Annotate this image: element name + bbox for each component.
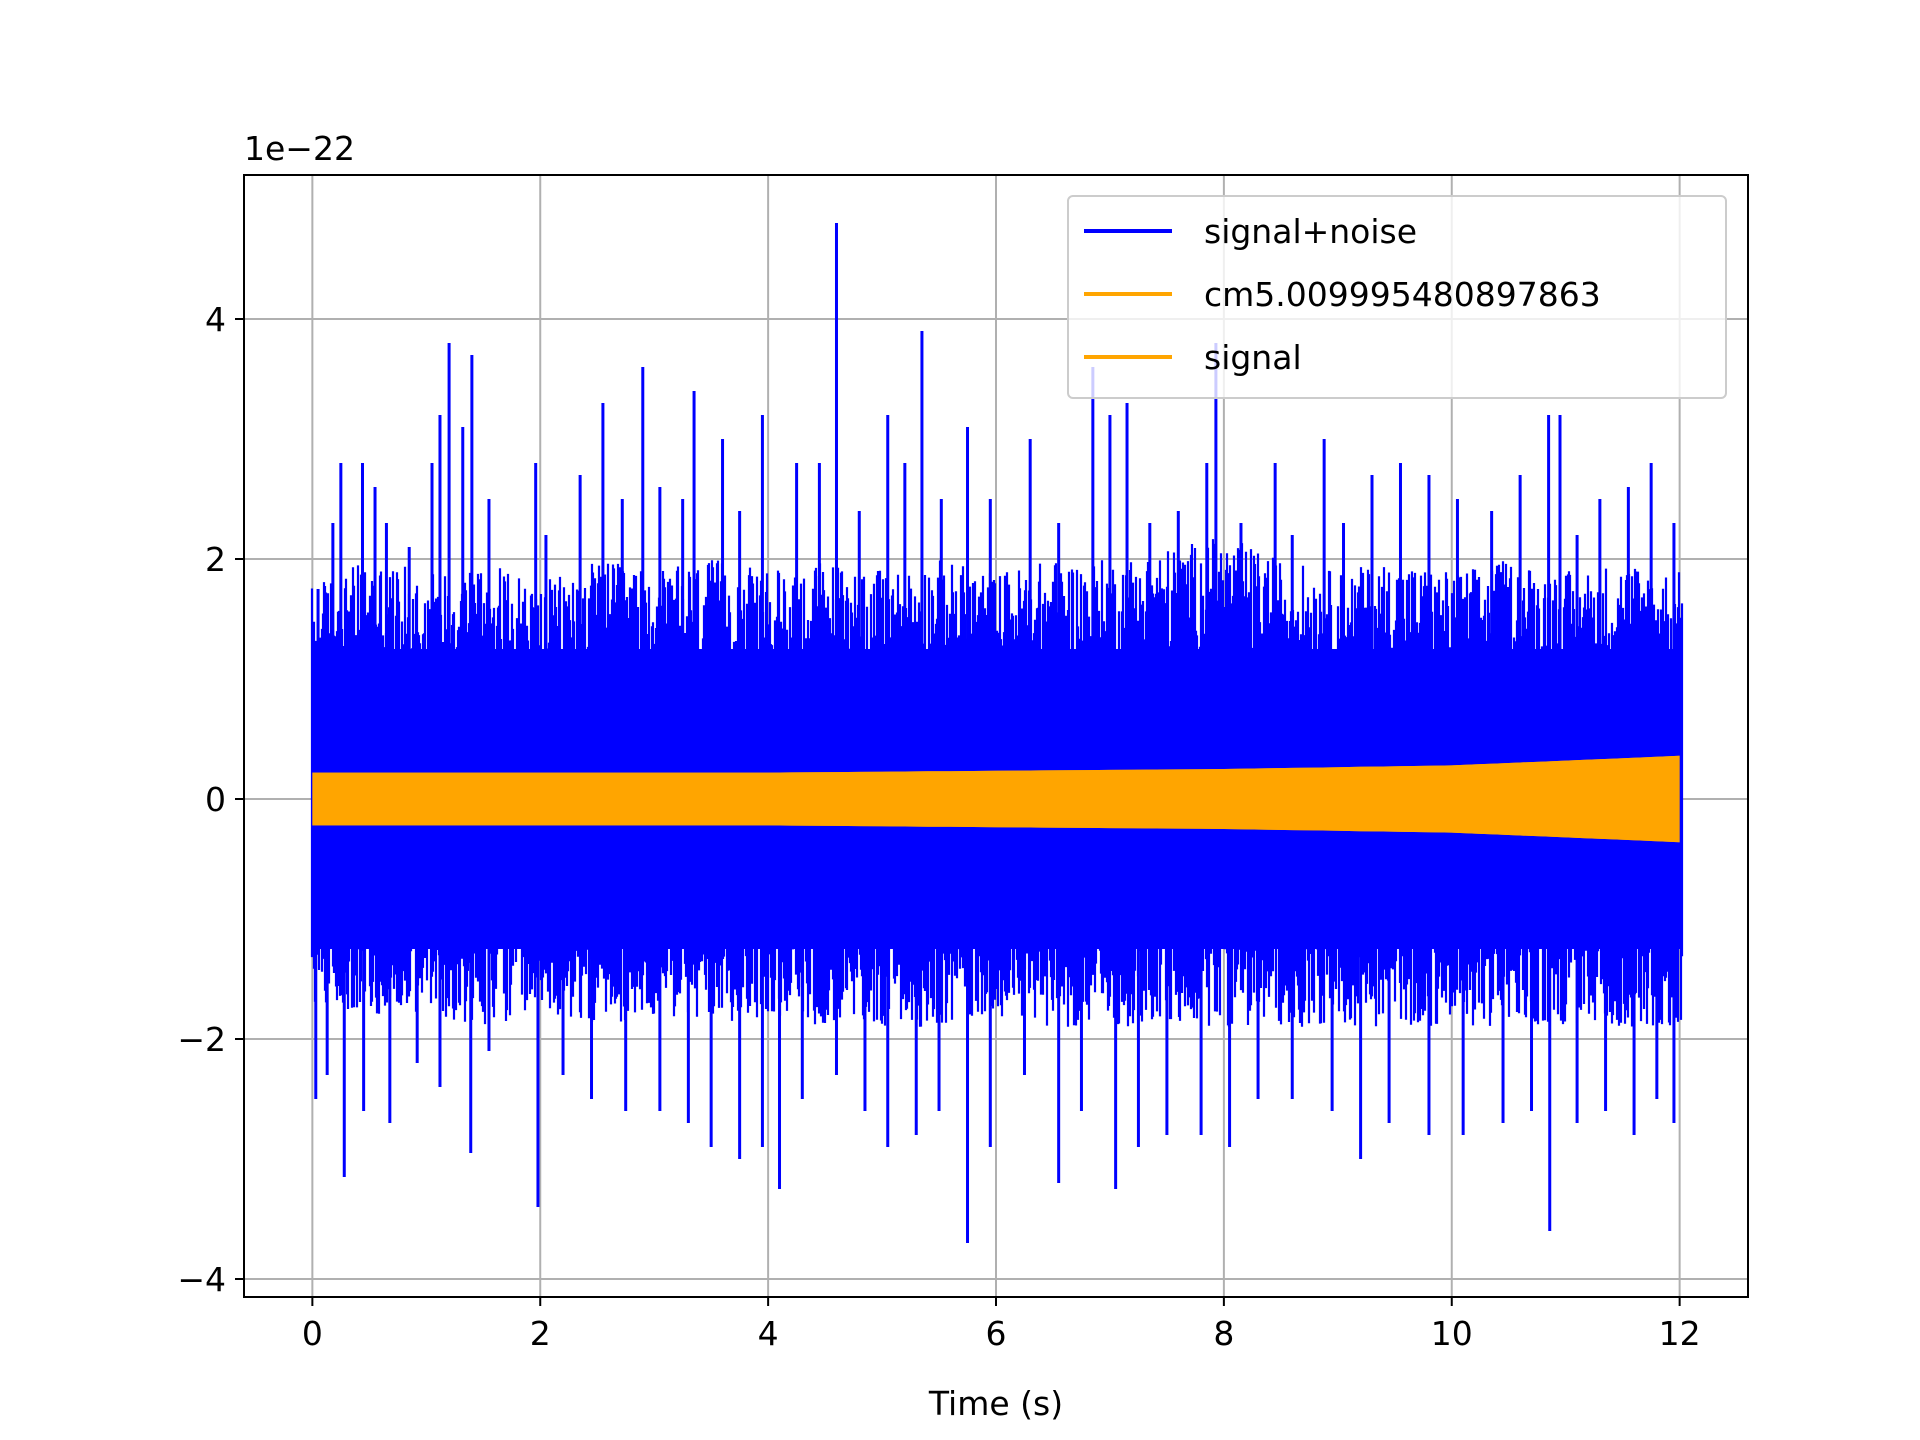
legend-label-cm5: cm5.009995480897863 (1204, 275, 1601, 314)
y-axis: −4 −2 0 2 4 (177, 300, 244, 1299)
x-tick-label: 6 (986, 1314, 1007, 1353)
x-axis: 0 2 4 6 8 10 12 (302, 1297, 1701, 1353)
x-tick-label: 4 (758, 1314, 779, 1353)
x-tick-label: 2 (530, 1314, 551, 1353)
signal-band (312, 755, 1680, 843)
x-tick-label: 0 (302, 1314, 323, 1353)
y-tick-label: −4 (177, 1260, 226, 1299)
legend: signal+noise cm5.009995480897863 signal (1067, 195, 1727, 399)
x-tick-label: 10 (1431, 1314, 1473, 1353)
legend-box (1067, 195, 1727, 399)
y-tick-label: 2 (205, 540, 226, 579)
x-axis-label: Time (s) (928, 1384, 1063, 1423)
x-tick-label: 8 (1213, 1314, 1234, 1353)
y-offset-label: 1e−22 (244, 129, 355, 168)
legend-label-signal: signal (1204, 338, 1302, 377)
y-tick-label: −2 (177, 1020, 226, 1059)
plot-series (310, 223, 1684, 1243)
legend-label-signal-noise: signal+noise (1204, 212, 1417, 251)
y-tick-label: 0 (205, 780, 226, 819)
y-tick-label: 4 (205, 300, 226, 339)
x-tick-label: 12 (1659, 1314, 1701, 1353)
